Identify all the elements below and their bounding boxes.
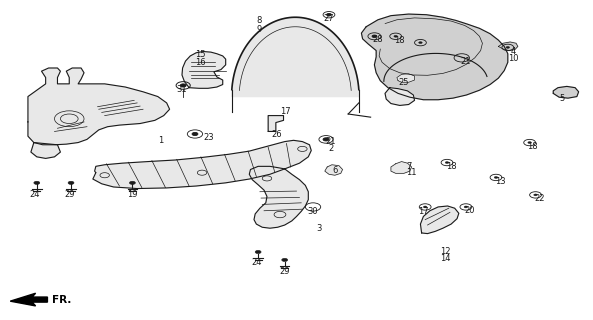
Circle shape <box>282 258 288 261</box>
Circle shape <box>372 35 377 37</box>
Polygon shape <box>420 206 459 234</box>
Circle shape <box>129 181 135 184</box>
Circle shape <box>464 206 468 208</box>
Text: 13: 13 <box>495 177 505 186</box>
Text: 12: 12 <box>441 247 451 257</box>
Text: 23: 23 <box>204 133 215 142</box>
Polygon shape <box>10 293 47 306</box>
Polygon shape <box>93 140 311 188</box>
Polygon shape <box>391 162 412 173</box>
Text: 20: 20 <box>464 206 474 215</box>
Text: 11: 11 <box>406 168 417 177</box>
Text: 14: 14 <box>441 254 451 263</box>
Polygon shape <box>28 68 170 145</box>
Circle shape <box>494 177 498 178</box>
Circle shape <box>419 42 422 44</box>
Text: 27: 27 <box>324 14 334 23</box>
Text: 24: 24 <box>30 190 40 199</box>
Text: 28: 28 <box>372 35 383 44</box>
Circle shape <box>192 132 198 136</box>
Text: 21: 21 <box>325 137 336 147</box>
Circle shape <box>323 138 329 141</box>
Circle shape <box>327 13 331 16</box>
Text: 17: 17 <box>280 107 291 116</box>
Text: 16: 16 <box>195 58 206 67</box>
Text: 22: 22 <box>534 194 545 203</box>
Text: 29: 29 <box>279 267 290 276</box>
Text: 18: 18 <box>394 36 405 44</box>
Text: 5: 5 <box>559 94 565 103</box>
Circle shape <box>528 142 531 143</box>
Text: 26: 26 <box>271 130 282 139</box>
Text: 17: 17 <box>418 207 429 216</box>
Circle shape <box>506 46 509 48</box>
Polygon shape <box>385 88 415 105</box>
Text: 2: 2 <box>328 144 333 153</box>
Text: 15: 15 <box>195 50 206 59</box>
Text: 9: 9 <box>257 25 262 34</box>
Polygon shape <box>361 14 508 100</box>
Text: 1: 1 <box>158 136 164 146</box>
Circle shape <box>534 194 537 196</box>
Circle shape <box>68 181 74 184</box>
Text: FR.: FR. <box>52 295 72 305</box>
Text: 18: 18 <box>527 142 538 151</box>
Polygon shape <box>498 42 518 51</box>
Text: 30: 30 <box>308 207 318 216</box>
Text: 8: 8 <box>257 16 262 25</box>
Text: 24: 24 <box>251 258 262 267</box>
Polygon shape <box>325 165 343 175</box>
Circle shape <box>445 162 449 164</box>
Text: 31: 31 <box>176 85 187 94</box>
Polygon shape <box>232 17 359 97</box>
Circle shape <box>394 35 397 37</box>
Polygon shape <box>397 74 415 82</box>
Circle shape <box>255 251 261 253</box>
Polygon shape <box>182 52 226 88</box>
Text: 7: 7 <box>406 162 412 171</box>
Text: 19: 19 <box>127 190 138 199</box>
Text: 3: 3 <box>316 224 321 233</box>
Text: 10: 10 <box>508 54 519 63</box>
Polygon shape <box>553 86 579 98</box>
Polygon shape <box>31 142 60 158</box>
Text: 29: 29 <box>64 190 75 199</box>
Text: 18: 18 <box>446 162 457 171</box>
Circle shape <box>180 84 186 87</box>
Polygon shape <box>268 116 283 132</box>
Circle shape <box>34 181 40 184</box>
Circle shape <box>423 206 427 208</box>
Text: 6: 6 <box>332 166 337 175</box>
Text: 21: 21 <box>460 57 471 66</box>
Text: 25: 25 <box>398 78 409 87</box>
Text: 4: 4 <box>511 47 516 56</box>
Polygon shape <box>249 166 308 228</box>
